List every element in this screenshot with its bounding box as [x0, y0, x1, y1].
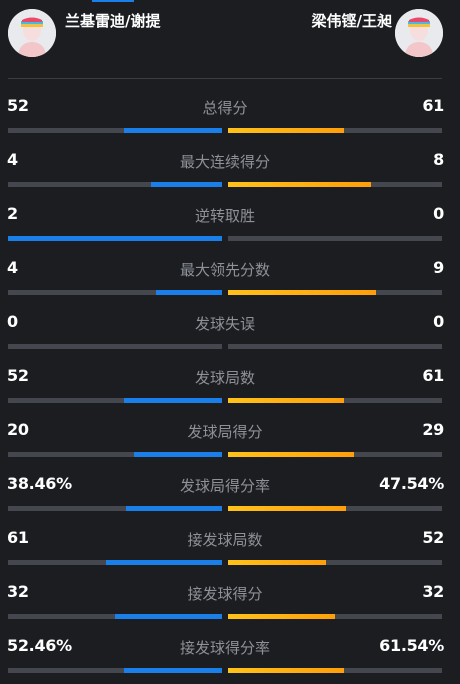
stat-bar-fill-left	[8, 236, 222, 241]
stat-row: 4 最大连续得分 8	[0, 144, 460, 198]
stat-value-left: 61	[7, 528, 29, 547]
stat-value-right: 8	[433, 150, 444, 169]
stat-label: 发球局得分率	[179, 477, 270, 495]
stat-label: 逆转取胜	[194, 207, 255, 225]
stat-bar-right	[228, 236, 442, 241]
stat-row: 20 发球局得分 29	[0, 414, 460, 468]
stat-bar-left	[8, 668, 222, 673]
header-divider	[8, 78, 442, 79]
team-name-right[interactable]: 梁伟铿/王昶	[311, 12, 392, 30]
stat-value-left: 52	[7, 366, 29, 385]
stat-value-right: 61.54%	[379, 636, 444, 655]
stat-value-right: 0	[433, 312, 444, 331]
stat-value-left: 52.46%	[7, 636, 72, 655]
stat-row: 4 最大领先分数 9	[0, 252, 460, 306]
stat-bar-right	[228, 506, 442, 511]
stat-bar-fill-left	[155, 290, 222, 295]
stat-bar-left	[8, 452, 222, 457]
stats-list: 52 总得分 61 4 最大连续得分 8 2 逆转取胜 0 4 最大领先分数 9…	[0, 90, 460, 684]
stat-bar-left	[8, 128, 222, 133]
stat-value-left: 32	[7, 582, 29, 601]
stat-value-right: 61	[422, 366, 444, 385]
stat-bar-right	[228, 182, 442, 187]
stat-bar-right	[228, 614, 442, 619]
stat-value-right: 32	[422, 582, 444, 601]
stat-label: 最大领先分数	[179, 261, 270, 279]
stat-label: 接发球得分	[187, 585, 263, 603]
stat-bar-fill-right	[228, 560, 327, 565]
stat-label: 总得分	[202, 99, 248, 117]
player-avatar-left[interactable]	[8, 9, 56, 57]
stat-bar-fill-right	[228, 452, 355, 457]
stat-bar-right	[228, 290, 442, 295]
stat-bar-fill-right	[228, 614, 335, 619]
stat-row: 32 接发球得分 32	[0, 576, 460, 630]
stat-row: 52 发球局数 61	[0, 360, 460, 414]
stat-row: 0 发球失误 0	[0, 306, 460, 360]
stat-bar-fill-left	[115, 614, 222, 619]
stat-bar-fill-right	[228, 128, 344, 133]
stat-value-left: 20	[7, 420, 29, 439]
stat-bar-right	[228, 344, 442, 349]
stat-bar-left	[8, 614, 222, 619]
stat-bar-fill-right	[228, 668, 344, 673]
stat-bar-right	[228, 128, 442, 133]
stat-label: 接发球得分率	[179, 639, 270, 657]
stat-row: 52.46% 接发球得分率 61.54%	[0, 630, 460, 684]
stat-bar-left	[8, 560, 222, 565]
stat-value-left: 4	[7, 150, 18, 169]
stat-value-left: 38.46%	[7, 474, 72, 493]
stat-label: 发球局数	[194, 369, 255, 387]
stat-bar-left	[8, 290, 222, 295]
stat-value-left: 52	[7, 96, 29, 115]
top-tab-indicator	[92, 0, 134, 2]
stat-bar-right	[228, 668, 442, 673]
stat-bar-fill-right	[228, 506, 346, 511]
stat-bar-fill-right	[228, 290, 376, 295]
stat-bar-right	[228, 560, 442, 565]
stat-bar-fill-left	[106, 560, 222, 565]
stat-bar-fill-left	[125, 506, 222, 511]
stat-bar-fill-right	[228, 398, 344, 403]
match-header: 兰基雷迪/谢提 梁伟铿/王昶	[0, 0, 460, 80]
stat-bar-left	[8, 182, 222, 187]
stat-bar-fill-left	[151, 182, 222, 187]
stat-bar-left	[8, 506, 222, 511]
stat-label: 发球失误	[194, 315, 255, 333]
avatar-icon	[395, 9, 443, 57]
stat-value-right: 47.54%	[379, 474, 444, 493]
stat-row: 2 逆转取胜 0	[0, 198, 460, 252]
stat-label: 发球局得分	[187, 423, 263, 441]
team-name-left[interactable]: 兰基雷迪/谢提	[65, 12, 161, 30]
stat-value-left: 0	[7, 312, 18, 331]
stat-row: 38.46% 发球局得分率 47.54%	[0, 468, 460, 522]
stat-row: 52 总得分 61	[0, 90, 460, 144]
stat-label: 最大连续得分	[179, 153, 270, 171]
stat-label: 接发球局数	[187, 531, 263, 549]
stat-bar-fill-right	[228, 182, 372, 187]
stat-value-right: 29	[422, 420, 444, 439]
stat-bar-fill-left	[123, 668, 222, 673]
stat-bar-left	[8, 344, 222, 349]
stat-bar-fill-left	[123, 398, 222, 403]
stat-bar-left	[8, 398, 222, 403]
avatar-icon	[8, 9, 56, 57]
player-avatar-right[interactable]	[395, 9, 443, 57]
stat-row: 61 接发球局数 52	[0, 522, 460, 576]
stat-value-right: 9	[433, 258, 444, 277]
stat-bar-right	[228, 398, 442, 403]
stat-value-left: 4	[7, 258, 18, 277]
stat-bar-right	[228, 452, 442, 457]
stat-value-right: 61	[422, 96, 444, 115]
stat-value-right: 52	[422, 528, 444, 547]
stat-bar-fill-left	[123, 128, 222, 133]
stat-value-right: 0	[433, 204, 444, 223]
stat-bar-fill-left	[134, 452, 222, 457]
stat-value-left: 2	[7, 204, 18, 223]
stat-bar-left	[8, 236, 222, 241]
